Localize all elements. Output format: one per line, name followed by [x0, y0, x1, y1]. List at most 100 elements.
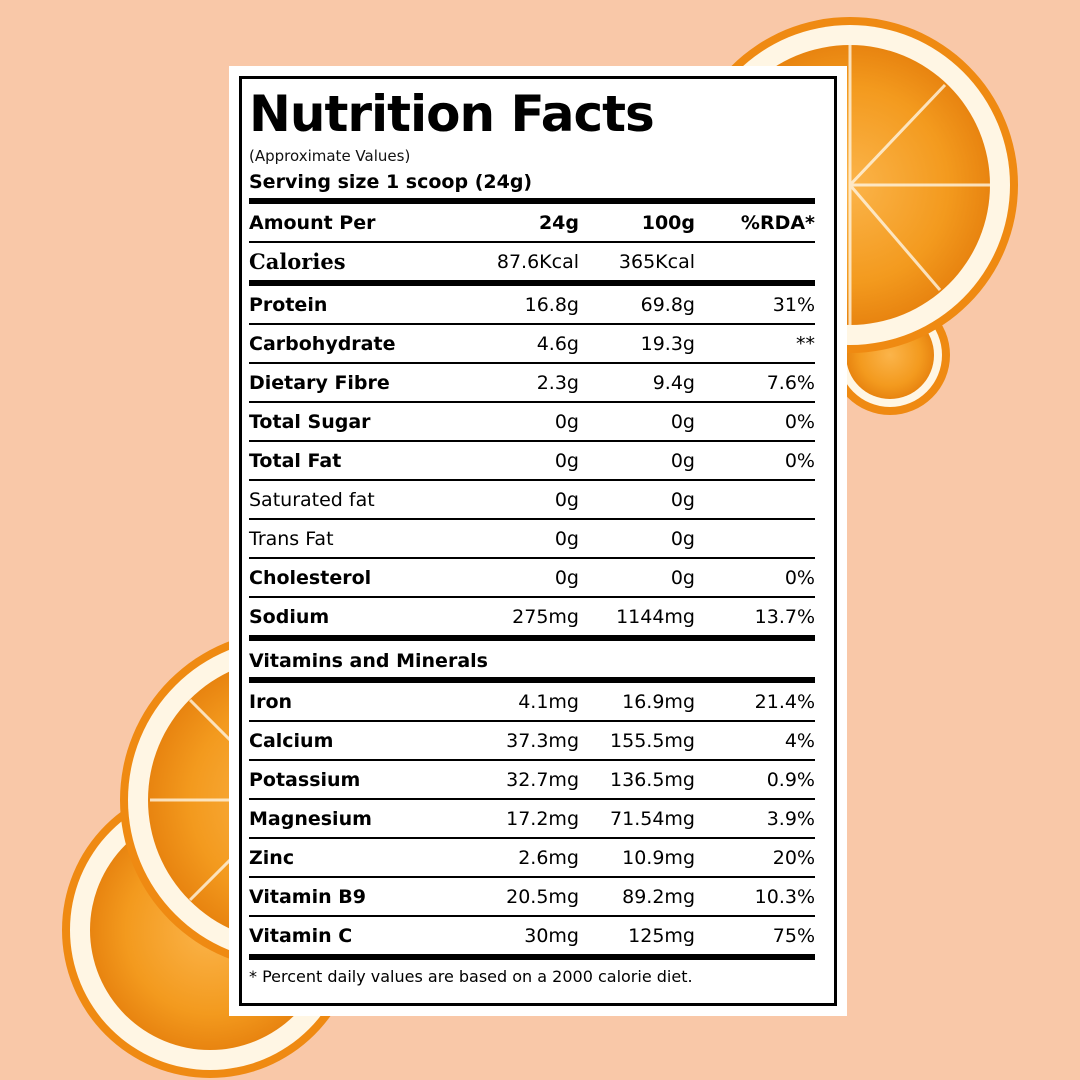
- amount-per-serving: 4.1mg: [518, 690, 579, 713]
- label-border: [239, 76, 837, 1006]
- rda-percent: 7.6%: [766, 371, 815, 394]
- amount-per-100g: 0g: [670, 449, 695, 472]
- header-per-100g: 100g: [641, 211, 695, 234]
- nutrient-row: Total Fat 0g 0g 0%: [249, 442, 815, 479]
- header-amount-per: Amount Per: [249, 211, 376, 234]
- rda-percent: 20%: [772, 846, 815, 869]
- amount-per-serving: 17.2mg: [506, 807, 579, 830]
- vitamin-row: Vitamin B9 20.5mg 89.2mg 10.3%: [249, 878, 815, 915]
- calories-row: Calories 87.6Kcal 365Kcal: [249, 243, 815, 280]
- nutrient-name: Dietary Fibre: [249, 371, 390, 394]
- nutrient-row: Total Sugar 0g 0g 0%: [249, 403, 815, 440]
- nutrient-name: Total Sugar: [249, 410, 371, 433]
- amount-per-100g: 10.9mg: [622, 846, 695, 869]
- divider: [249, 362, 815, 364]
- nutrient-row: Dietary Fibre 2.3g 9.4g 7.6%: [249, 364, 815, 401]
- amount-per-serving: 32.7mg: [506, 768, 579, 791]
- amount-per-100g: 9.4g: [652, 371, 695, 394]
- nutrient-row: Carbohydrate 4.6g 19.3g **: [249, 325, 815, 362]
- nutrient-name: Trans Fat: [249, 527, 334, 550]
- divider: [249, 440, 815, 442]
- rda-percent: 21.4%: [754, 690, 815, 713]
- amount-per-serving: 4.6g: [536, 332, 579, 355]
- amount-per-serving: 0g: [554, 488, 579, 511]
- divider: [249, 759, 815, 761]
- vitamin-row: Zinc 2.6mg 10.9mg 20%: [249, 839, 815, 876]
- nutrient-row: Trans Fat 0g 0g: [249, 520, 815, 557]
- vitamin-row: Calcium 37.3mg 155.5mg 4%: [249, 722, 815, 759]
- vitamin-row: Iron 4.1mg 16.9mg 21.4%: [249, 683, 815, 720]
- divider: [249, 241, 815, 243]
- amount-per-100g: 71.54mg: [610, 807, 695, 830]
- nutrient-name: Saturated fat: [249, 488, 375, 511]
- divider: [249, 677, 815, 683]
- divider: [249, 401, 815, 403]
- divider: [249, 198, 815, 204]
- calories-per-100g: 365Kcal: [618, 250, 695, 273]
- nutrient-row: Saturated fat 0g 0g: [249, 481, 815, 518]
- divider: [249, 954, 815, 960]
- divider: [249, 557, 815, 559]
- rda-percent: 0%: [784, 410, 815, 433]
- vitamin-row: Potassium 32.7mg 136.5mg 0.9%: [249, 761, 815, 798]
- label-title: Nutrition Facts: [249, 85, 655, 143]
- nutrient-name: Zinc: [249, 846, 295, 869]
- amount-per-100g: 16.9mg: [622, 690, 695, 713]
- nutrition-facts-card: Nutrition Facts (Approximate Values) Ser…: [229, 66, 847, 1016]
- vitamin-row: Vitamin C 30mg 125mg 75%: [249, 917, 815, 954]
- vitamins-list: Iron 4.1mg 16.9mg 21.4% Calcium 37.3mg 155.5mg…: [249, 683, 815, 956]
- rda-percent: 3.9%: [766, 807, 815, 830]
- amount-per-serving: 0g: [554, 449, 579, 472]
- rda-percent: 13.7%: [754, 605, 815, 628]
- calories-label: Calories: [249, 249, 346, 274]
- amount-per-serving: 30mg: [524, 924, 579, 947]
- divider: [249, 280, 815, 286]
- footnote: * Percent daily values are based on a 20…: [249, 967, 693, 986]
- nutrient-name: Total Fat: [249, 449, 342, 472]
- nutrient-name: Carbohydrate: [249, 332, 396, 355]
- rda-percent: 10.3%: [754, 885, 815, 908]
- rda-percent: 0%: [784, 566, 815, 589]
- nutrient-name: Vitamin C: [249, 924, 353, 947]
- label-subtitle: (Approximate Values): [249, 147, 411, 165]
- divider: [249, 720, 815, 722]
- divider: [249, 596, 815, 598]
- amount-per-100g: 89.2mg: [622, 885, 695, 908]
- vitamins-heading: Vitamins and Minerals: [249, 650, 488, 672]
- rda-percent: 0.9%: [766, 768, 815, 791]
- amount-per-100g: 1144mg: [616, 605, 695, 628]
- amount-per-serving: 2.6mg: [518, 846, 579, 869]
- nutrient-name: Iron: [249, 690, 293, 713]
- amount-per-serving: 37.3mg: [506, 729, 579, 752]
- amount-per-100g: 125mg: [628, 924, 695, 947]
- amount-per-serving: 0g: [554, 410, 579, 433]
- nutrient-name: Calcium: [249, 729, 334, 752]
- rda-percent: 31%: [772, 293, 815, 316]
- amount-per-serving: 2.3g: [536, 371, 579, 394]
- amount-per-serving: 0g: [554, 566, 579, 589]
- rda-percent: 75%: [772, 924, 815, 947]
- table-header-row: Amount Per 24g 100g %RDA*: [249, 204, 815, 241]
- divider: [249, 837, 815, 839]
- vitamin-row: Magnesium 17.2mg 71.54mg 3.9%: [249, 800, 815, 837]
- amount-per-100g: 19.3g: [640, 332, 695, 355]
- amount-per-serving: 20.5mg: [506, 885, 579, 908]
- rda-percent: 4%: [784, 729, 815, 752]
- amount-per-100g: 0g: [670, 410, 695, 433]
- divider: [249, 479, 815, 481]
- amount-per-100g: 0g: [670, 527, 695, 550]
- nutrient-name: Vitamin B9: [249, 885, 366, 908]
- divider: [249, 635, 815, 641]
- serving-size: Serving size 1 scoop (24g): [249, 171, 533, 193]
- nutrient-row: Sodium 275mg 1144mg 13.7%: [249, 598, 815, 635]
- nutrient-name: Cholesterol: [249, 566, 372, 589]
- amount-per-100g: 155.5mg: [610, 729, 695, 752]
- nutrient-name: Sodium: [249, 605, 330, 628]
- rda-percent: **: [796, 332, 815, 355]
- header-rda: %RDA*: [740, 211, 815, 234]
- amount-per-100g: 136.5mg: [610, 768, 695, 791]
- nutrient-name: Magnesium: [249, 807, 372, 830]
- nutrition-label: Nutrition Facts (Approximate Values) Ser…: [249, 84, 815, 994]
- nutrient-name: Potassium: [249, 768, 361, 791]
- divider: [249, 323, 815, 325]
